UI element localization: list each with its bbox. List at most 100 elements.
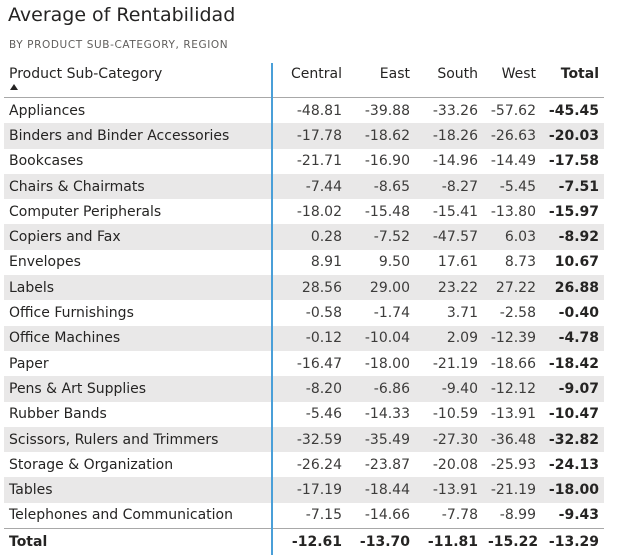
table-row[interactable]: Scissors, Rulers and Trimmers -32.59 -35.4… xyxy=(4,426,604,453)
value-cell: -23.87 xyxy=(364,456,410,473)
value-cell: -15.41 xyxy=(432,203,478,220)
table-row[interactable]: Chairs & Chairmats -7.44 -8.65 -8.27 -5.45 -7… xyxy=(4,173,604,200)
row-header-cell: Bookcases xyxy=(4,148,273,174)
value-cell: -7.44 xyxy=(272,173,347,200)
value-cell: -18.62 xyxy=(347,123,415,149)
row-header-cell: Appliances xyxy=(4,97,273,124)
table-row[interactable]: Computer Peripherals -18.02 -15.48 -15.41 -1… xyxy=(4,199,604,225)
column-header-central[interactable]: Central xyxy=(272,63,347,98)
grand-total-cell: -11.81 xyxy=(415,528,483,556)
table-row[interactable]: Storage & Organization -26.24 -23.87 -20.08… xyxy=(4,452,604,478)
visual-title: Average of Rentabilidad xyxy=(8,4,236,26)
table-row[interactable]: Rubber Bands -5.46 -14.33 -10.59 -13.91 -10.4… xyxy=(4,401,604,427)
value-cell: -27.30 xyxy=(415,426,483,453)
value-cell: -26.24 xyxy=(296,456,342,473)
value-cell: -1.74 xyxy=(373,305,410,322)
table-row[interactable]: Office Machines -0.12 -10.04 2.09 -12.39 -4.7… xyxy=(4,325,604,351)
value-cell: -9.40 xyxy=(415,376,483,402)
row-header-cell: Binders and Binder Accessories xyxy=(4,123,273,149)
table-row[interactable]: Envelopes 8.91 9.50 17.61 8.73 10.67 xyxy=(4,249,604,276)
value-cell: -6.86 xyxy=(347,376,415,402)
value-cell: 23.22 xyxy=(415,275,483,301)
value-cell: -14.66 xyxy=(364,507,410,524)
row-header-cell: Pens & Art Supplies xyxy=(4,376,273,402)
sort-ascending-icon[interactable] xyxy=(10,84,18,90)
row-header-cell: Storage & Organization xyxy=(4,452,273,478)
table-row[interactable]: Tables -17.19 -18.44 -13.91 -21.19 -18.00 xyxy=(4,477,604,503)
value-cell: 9.50 xyxy=(378,254,410,271)
value-cell: -25.93 xyxy=(490,456,536,473)
row-header-cell: Office Machines xyxy=(4,325,273,351)
table-row[interactable]: Pens & Art Supplies -8.20 -6.86 -9.40 -12.12… xyxy=(4,376,604,402)
row-total-cell: -45.45 xyxy=(548,102,599,119)
visual-subtitle: BY PRODUCT SUB-CATEGORY, REGION xyxy=(9,39,229,51)
header-row: Product Sub-Category Central East South … xyxy=(4,63,604,98)
grand-total-cell: -12.61 xyxy=(272,528,347,556)
row-total-cell: -9.07 xyxy=(541,376,604,402)
value-cell: 0.28 xyxy=(272,224,347,250)
grand-total-row: Total -12.61 -13.70 -11.81 -15.22 -13.29 xyxy=(4,528,604,556)
table-row[interactable]: Labels 28.56 29.00 23.22 27.22 26.88 xyxy=(4,275,604,301)
value-cell: -14.49 xyxy=(490,153,536,170)
value-cell: -13.91 xyxy=(415,477,483,503)
grand-total-value: -13.29 xyxy=(541,528,604,556)
table-row[interactable]: Binders and Binder Accessories -17.78 -18.… xyxy=(4,123,604,149)
row-total-cell: -10.47 xyxy=(548,406,599,423)
column-header-label: Product Sub-Category xyxy=(9,66,163,82)
value-cell: -48.81 xyxy=(296,102,342,119)
matrix-table: Product Sub-Category Central East South … xyxy=(4,63,604,556)
value-cell: -12.12 xyxy=(483,376,541,402)
value-cell: -15.48 xyxy=(364,203,410,220)
table-row[interactable]: Paper -16.47 -18.00 -21.19 -18.66 -18.42 xyxy=(4,350,604,377)
value-cell: 6.03 xyxy=(483,224,541,250)
value-cell: -57.62 xyxy=(490,102,536,119)
value-cell: -7.15 xyxy=(305,507,342,524)
value-cell: -8.27 xyxy=(415,173,483,200)
value-cell: -18.26 xyxy=(415,123,483,149)
table-row[interactable]: Appliances -48.81 -39.88 -33.26 -57.62 -45.45 xyxy=(4,97,604,124)
column-header-south[interactable]: South xyxy=(415,63,483,98)
value-cell: -13.91 xyxy=(490,406,536,423)
value-cell: -26.63 xyxy=(483,123,541,149)
column-header-east[interactable]: East xyxy=(347,63,415,98)
value-cell: 2.09 xyxy=(415,325,483,351)
value-cell: -13.80 xyxy=(490,203,536,220)
table-row[interactable]: Bookcases -21.71 -16.90 -14.96 -14.49 -17.58 xyxy=(4,148,604,174)
value-cell: -17.78 xyxy=(272,123,347,149)
value-cell: 8.91 xyxy=(310,254,342,271)
value-cell: -16.90 xyxy=(364,153,410,170)
value-cell: -0.58 xyxy=(305,305,342,322)
value-cell: -14.96 xyxy=(432,153,478,170)
value-cell: -8.20 xyxy=(272,376,347,402)
row-total-cell: -18.42 xyxy=(548,355,599,372)
row-total-cell: -24.13 xyxy=(548,456,599,473)
row-header-cell: Telephones and Communication xyxy=(4,502,273,529)
row-total-cell: -9.43 xyxy=(558,507,599,524)
value-cell: -39.88 xyxy=(364,102,410,119)
row-total-cell: -7.51 xyxy=(541,173,604,200)
value-cell: -20.08 xyxy=(432,456,478,473)
table-row[interactable]: Copiers and Fax 0.28 -7.52 -47.57 6.03 -8.92 xyxy=(4,224,604,250)
value-cell: -32.59 xyxy=(272,426,347,453)
column-header-product-sub-category[interactable]: Product Sub-Category xyxy=(4,63,273,98)
column-header-west[interactable]: West xyxy=(483,63,541,98)
row-header-cell: Envelopes xyxy=(4,249,273,276)
value-cell: -18.66 xyxy=(490,355,536,372)
row-total-cell: -8.92 xyxy=(541,224,604,250)
table-row[interactable]: Office Furnishings -0.58 -1.74 3.71 -2.58 -0.… xyxy=(4,300,604,326)
value-cell: -16.47 xyxy=(296,355,342,372)
value-cell: -14.33 xyxy=(364,406,410,423)
table-row[interactable]: Telephones and Communication -7.15 -14.66 -… xyxy=(4,502,604,529)
row-header-cell: Paper xyxy=(4,350,273,377)
row-header-cell: Chairs & Chairmats xyxy=(4,173,273,200)
value-cell: 8.73 xyxy=(504,254,536,271)
column-header-total[interactable]: Total xyxy=(541,63,604,98)
value-cell: -21.71 xyxy=(296,153,342,170)
row-header-cell: Rubber Bands xyxy=(4,401,273,427)
value-cell: -18.44 xyxy=(347,477,415,503)
row-header-cell: Computer Peripherals xyxy=(4,199,273,225)
row-header-cell: Tables xyxy=(4,477,273,503)
row-total-cell: 10.67 xyxy=(554,254,599,271)
grand-total-label: Total xyxy=(4,528,273,556)
value-cell: -21.19 xyxy=(483,477,541,503)
